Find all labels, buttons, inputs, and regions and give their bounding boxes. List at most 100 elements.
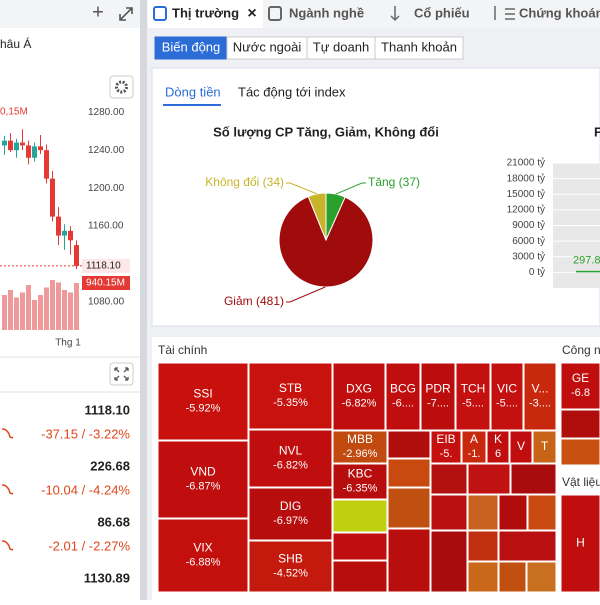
add-button[interactable]: + xyxy=(92,1,104,23)
treemap-cell xyxy=(387,487,431,529)
y-tick-label: 18000 tỷ xyxy=(507,172,545,184)
cell-name: KBC xyxy=(348,467,373,481)
volume-bar xyxy=(14,297,19,330)
treemap-cell[interactable] xyxy=(523,362,557,431)
cell-change: -5. xyxy=(440,448,453,460)
treemap-cell[interactable] xyxy=(509,430,533,464)
cell-change: -5.92% xyxy=(186,402,221,414)
treemap-cell xyxy=(467,463,511,495)
card-tab[interactable]: Tác động tới index xyxy=(238,84,346,99)
treemap-cell xyxy=(527,494,557,531)
cell-change: -6.82% xyxy=(273,459,308,471)
volume-bar xyxy=(68,292,73,330)
candle-body xyxy=(38,146,43,151)
gear-icon xyxy=(115,80,128,94)
candle-body xyxy=(74,245,79,266)
row-change: -37.15 / -3.22% xyxy=(41,426,130,441)
treemap-cell xyxy=(498,494,528,531)
cell-name: VIX xyxy=(193,541,212,555)
price-tick-label: 1200.00 xyxy=(88,183,125,194)
treemap-cell[interactable] xyxy=(157,440,249,519)
subtab-label[interactable]: Tự doanh xyxy=(313,39,369,54)
cell-name: VND xyxy=(190,465,216,479)
treemap-cell[interactable] xyxy=(332,463,388,500)
leader-line xyxy=(335,182,366,195)
cell-name: SSI xyxy=(193,387,212,401)
tab-icon xyxy=(153,6,167,21)
treemap-cell[interactable] xyxy=(157,518,249,593)
row-price: 226.68 xyxy=(90,458,130,473)
candle-body xyxy=(56,216,61,236)
volume-bar xyxy=(32,300,37,330)
subtab-label[interactable]: Biến động xyxy=(162,39,221,54)
cell-name: DXG xyxy=(346,382,372,396)
volume-bar xyxy=(2,295,7,330)
subtab[interactable] xyxy=(374,36,464,60)
cell-name: A xyxy=(470,432,478,446)
trend-icon xyxy=(1,484,14,495)
treemap-cell[interactable] xyxy=(490,362,524,431)
treemap-cell xyxy=(387,458,431,488)
trend-icon xyxy=(1,428,14,439)
settings-button[interactable] xyxy=(109,75,134,99)
treemap-cell[interactable] xyxy=(248,429,333,488)
last-price-label: 1118.10 xyxy=(86,261,121,272)
candle-body xyxy=(44,150,49,179)
treemap-cell[interactable] xyxy=(248,362,333,430)
cell-name: TCH xyxy=(461,382,486,396)
treemap-cell[interactable] xyxy=(532,430,557,464)
treemap-cell[interactable] xyxy=(461,430,487,464)
subtab-label[interactable]: Nước ngoài xyxy=(233,39,302,54)
y-tick-label: 15000 tỷ xyxy=(507,188,545,200)
cell-change: -5.... xyxy=(496,397,518,409)
cell-change: -4.52% xyxy=(273,567,308,579)
cell-name: BCG xyxy=(390,382,416,396)
price-tick-label: 1280.00 xyxy=(88,107,125,118)
treemap-cell[interactable] xyxy=(332,430,388,464)
bar xyxy=(576,270,600,273)
volume-note: 0,15M xyxy=(0,107,28,118)
volume-bar xyxy=(56,282,61,330)
treemap-cell xyxy=(332,532,388,561)
card-tab[interactable]: Dòng tiền xyxy=(165,84,221,99)
treemap-cell[interactable] xyxy=(385,362,421,431)
price-tick-label: 1080.00 xyxy=(88,297,125,308)
volume-label: 940.15M xyxy=(86,278,125,289)
leader-line xyxy=(286,286,326,303)
treemap-cell[interactable] xyxy=(560,362,600,410)
tab-label[interactable]: Ngành nghề xyxy=(289,5,364,20)
fullscreen-button[interactable] xyxy=(109,362,134,386)
treemap-cell xyxy=(467,494,499,531)
treemap-cell xyxy=(430,494,468,531)
y-tick-label: 3000 tỷ xyxy=(512,250,545,262)
left-toolbar xyxy=(0,0,140,28)
region-label: hâu Á xyxy=(0,36,31,51)
tab-label[interactable]: Thị trường xyxy=(172,5,239,20)
tab-label[interactable]: Chứng khoán xyxy=(519,5,600,20)
treemap-cell[interactable] xyxy=(486,430,510,464)
volume-bar xyxy=(38,295,43,330)
treemap-cell xyxy=(560,409,600,439)
y-tick-label: 9000 tỷ xyxy=(512,219,545,231)
subtab-label[interactable]: Thanh khoản xyxy=(381,39,457,54)
treemap-cell[interactable] xyxy=(420,362,456,431)
treemap-cell[interactable] xyxy=(430,430,462,464)
cell-change: -5.... xyxy=(462,397,484,409)
tab-close[interactable]: × xyxy=(247,5,256,22)
treemap-cell[interactable] xyxy=(560,494,600,593)
treemap-cell[interactable] xyxy=(157,362,249,441)
maximize-icon[interactable] xyxy=(119,7,133,21)
cell-name: STB xyxy=(279,381,302,395)
treemap-cell[interactable] xyxy=(248,540,333,593)
cell-change: -6.88% xyxy=(186,556,221,568)
treemap-cell[interactable] xyxy=(455,362,491,431)
pie-label: Tăng (37) xyxy=(368,175,420,189)
treemap-cell[interactable] xyxy=(332,362,386,431)
volume-bar xyxy=(26,285,31,330)
tab-label[interactable]: Cổ phiếu xyxy=(414,5,470,20)
active-tab[interactable] xyxy=(148,0,263,28)
treemap-cell[interactable] xyxy=(248,487,333,541)
splitter xyxy=(140,0,147,600)
